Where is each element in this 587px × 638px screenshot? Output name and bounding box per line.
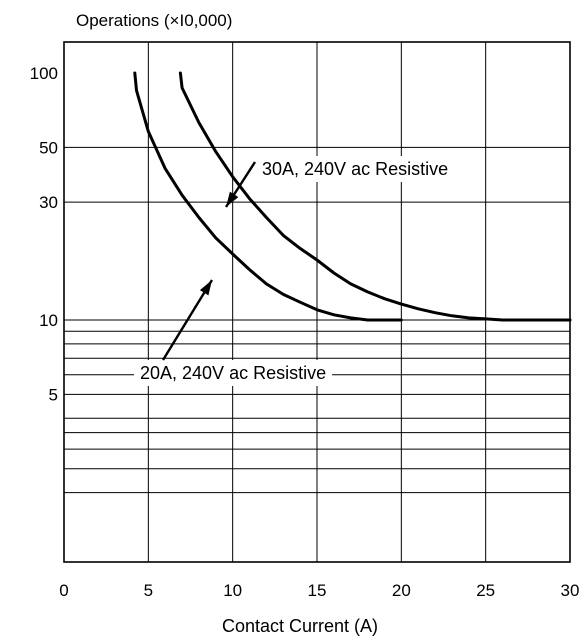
series-line-1 bbox=[178, 71, 572, 322]
annotation-30a-arrowhead bbox=[226, 191, 239, 207]
y-tick-labels: 100 50 30 10 5 bbox=[30, 64, 58, 404]
x-tick-label-0: 0 bbox=[59, 581, 68, 600]
annotation-20a-label-background bbox=[134, 360, 333, 386]
annotations: 30A, 240V ac Resistive 20A, 240V ac Resis… bbox=[134, 156, 455, 386]
x-tick-label-10: 10 bbox=[223, 581, 242, 600]
annotation-20a-label: 20A, 240V ac Resistive bbox=[140, 363, 326, 383]
y-axis-label: Operations (×I0,000) bbox=[76, 11, 232, 30]
plot-frame bbox=[63, 41, 571, 563]
annotation-20a-arrowhead bbox=[199, 280, 212, 296]
x-tick-labels: 0 5 10 15 20 25 30 bbox=[59, 581, 579, 600]
y-tick-label-10: 10 bbox=[39, 311, 58, 330]
annotation-30a-label: 30A, 240V ac Resistive bbox=[262, 159, 448, 179]
y-tick-label-30: 30 bbox=[39, 193, 58, 212]
x-tick-label-5: 5 bbox=[144, 581, 153, 600]
series-line-2 bbox=[133, 71, 403, 322]
curves bbox=[133, 71, 572, 322]
x-tick-label-20: 20 bbox=[392, 581, 411, 600]
annotation-30a-label-background bbox=[256, 156, 455, 182]
x-axis-label: Contact Current (A) bbox=[222, 616, 378, 636]
y-tick-label-5: 5 bbox=[49, 385, 58, 404]
x-tick-label-15: 15 bbox=[308, 581, 327, 600]
grid-lines bbox=[64, 42, 570, 562]
y-tick-label-100: 100 bbox=[30, 64, 58, 83]
annotation-20a-leader bbox=[161, 279, 214, 361]
x-tick-label-25: 25 bbox=[476, 581, 495, 600]
x-tick-label-30: 30 bbox=[561, 581, 580, 600]
y-tick-label-50: 50 bbox=[39, 138, 58, 157]
